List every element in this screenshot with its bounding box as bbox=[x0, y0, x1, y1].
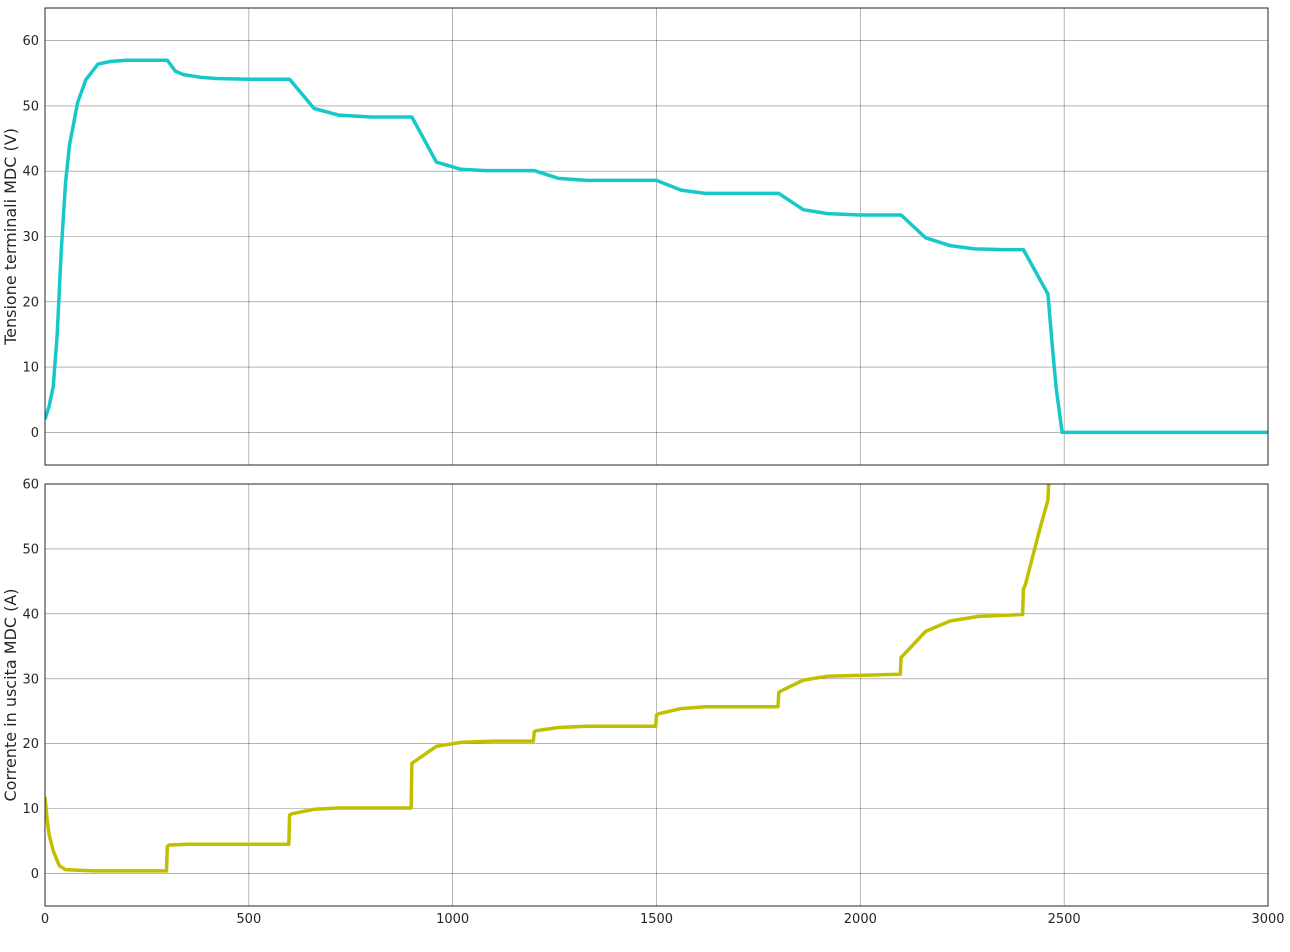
voltage-y-tick-label: 10 bbox=[22, 361, 39, 376]
voltage-y-tick-label: 0 bbox=[31, 426, 39, 441]
current-y-tick-label: 50 bbox=[22, 542, 39, 557]
voltage-y-tick-label: 30 bbox=[22, 230, 39, 245]
voltage-series-line-0 bbox=[45, 58, 1268, 435]
current-y-tick-label: 0 bbox=[31, 867, 39, 882]
current-x-tick-label: 1000 bbox=[436, 912, 469, 927]
voltage-plot: 0 10 20 30 40 50 60 Tensione terminali MDC (V) bbox=[1, 7, 1269, 466]
current-plot: 0 10 20 30 40 50 60 0 500 1000 1500 2000 2500 3000 Cor… bbox=[1, 478, 1285, 928]
current-y-tick-label: 10 bbox=[22, 802, 39, 817]
current-x-tick-label: 2500 bbox=[1048, 912, 1081, 927]
current-axes-box bbox=[44, 483, 1269, 907]
current-x-tick-label: 3000 bbox=[1251, 912, 1284, 927]
voltage-y-tick-label: 40 bbox=[22, 165, 39, 180]
voltage-y-tick-label: 60 bbox=[22, 34, 39, 49]
current-y-tick-label: 60 bbox=[22, 478, 39, 493]
current-x-tick-label: 0 bbox=[41, 912, 49, 927]
voltage-y-axis-label: Tensione terminali MDC (V) bbox=[1, 128, 20, 346]
current-series-line-0 bbox=[45, 484, 1051, 873]
current-x-tick-label: 500 bbox=[236, 912, 261, 927]
voltage-y-tick-label: 20 bbox=[22, 295, 39, 310]
current-y-tick-label: 20 bbox=[22, 737, 39, 752]
current-y-axis-label: Corrente in uscita MDC (A) bbox=[1, 588, 20, 801]
voltage-axes-box bbox=[44, 7, 1269, 466]
current-y-tick-label: 30 bbox=[22, 672, 39, 687]
voltage-y-tick-label: 50 bbox=[22, 99, 39, 114]
current-y-tick-label: 40 bbox=[22, 607, 39, 622]
current-x-tick-label: 1500 bbox=[640, 912, 673, 927]
current-x-tick-label: 2000 bbox=[844, 912, 877, 927]
